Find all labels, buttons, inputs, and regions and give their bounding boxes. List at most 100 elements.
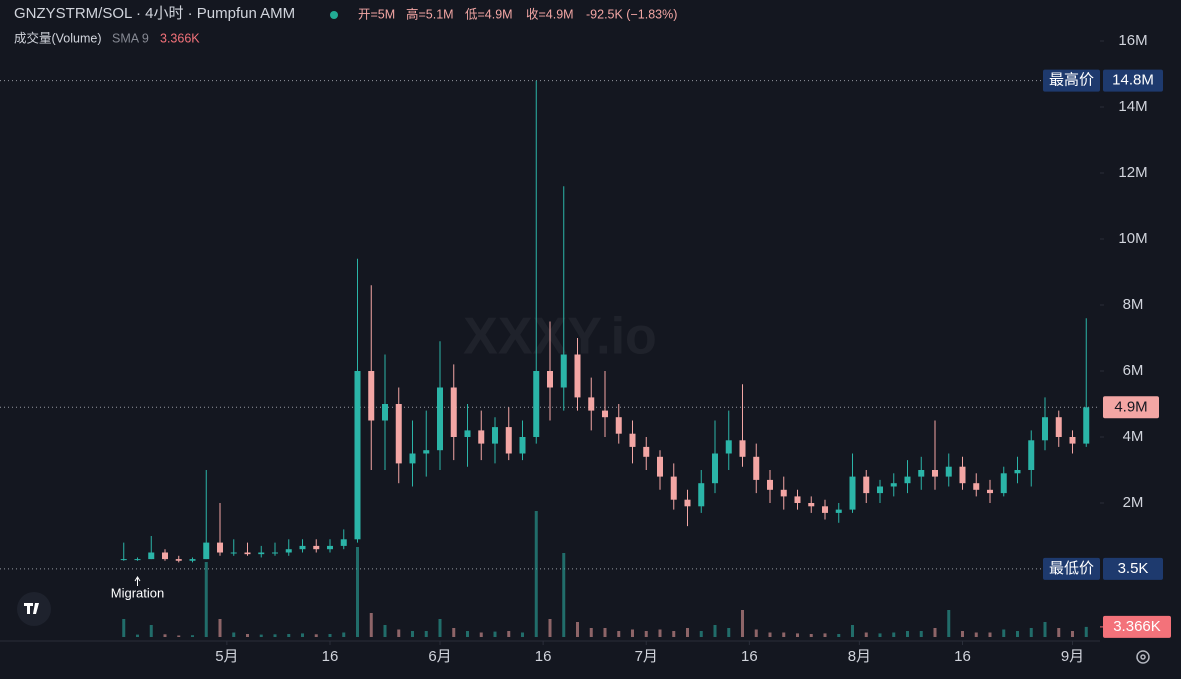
- y-tick-label: 12M: [1118, 164, 1147, 181]
- candle-body: [822, 506, 828, 513]
- candle-body: [863, 476, 870, 494]
- candle-body: [753, 456, 760, 480]
- x-tick-label: 6月: [428, 648, 451, 665]
- candle-body: [1000, 473, 1007, 494]
- tv-logo: [17, 592, 51, 626]
- volume-bar: [864, 632, 868, 637]
- volume-bar: [301, 633, 304, 637]
- volume-bar: [933, 628, 937, 637]
- ohlc-open: 开=5M: [358, 7, 395, 21]
- volume-value: 3.366K: [160, 31, 200, 45]
- volume-bar: [782, 632, 786, 637]
- candle-body: [533, 371, 540, 437]
- candle-body: [877, 486, 883, 494]
- candle-body: [560, 354, 567, 388]
- candle-body: [203, 542, 210, 560]
- candle-body: [368, 371, 375, 421]
- x-tick-label: 7月: [635, 648, 658, 665]
- last-price-label: 4.9M: [1114, 398, 1147, 415]
- volume-bar: [479, 632, 483, 637]
- volume-bar: [713, 625, 717, 637]
- candle-body: [134, 559, 141, 561]
- volume-bar: [947, 610, 951, 637]
- price-line-label: 最低价: [1049, 560, 1094, 577]
- candle-body: [698, 483, 705, 507]
- candle-body: [272, 552, 278, 554]
- x-tick-label: 5月: [215, 648, 238, 665]
- volume-bar: [741, 610, 744, 637]
- candle-body: [1028, 440, 1035, 470]
- candle-body: [739, 440, 746, 457]
- y-tick-label: 10M: [1118, 230, 1147, 247]
- candle-body: [615, 417, 622, 434]
- candle-body: [313, 545, 320, 550]
- candle-body: [1069, 437, 1076, 444]
- settings-icon[interactable]: [1136, 650, 1150, 664]
- annotation: Migration: [111, 585, 164, 600]
- candle-body: [684, 499, 691, 507]
- candle-body: [794, 496, 801, 503]
- ohlc-close: 收=4.9M: [526, 7, 574, 21]
- volume-bar: [754, 629, 758, 637]
- annotation-arrow: [134, 576, 141, 586]
- candle-body: [918, 470, 925, 477]
- price-line-label-box: [1043, 557, 1100, 580]
- volume-bar: [273, 634, 277, 637]
- volume-bar: [617, 631, 621, 637]
- candle-body: [987, 489, 993, 494]
- x-tick-label: 16: [322, 648, 339, 665]
- candle-body: [492, 427, 498, 444]
- volume-bar: [809, 634, 813, 637]
- candle-body: [629, 433, 636, 447]
- candle-body: [450, 387, 457, 437]
- volume-bar: [1084, 626, 1088, 637]
- volume-bar: [823, 633, 827, 637]
- y-tick-label: 4M: [1123, 428, 1144, 445]
- candle-body: [505, 427, 512, 454]
- volume-bar: [356, 547, 359, 637]
- candle-body: [395, 404, 402, 464]
- volume-bar: [424, 631, 428, 637]
- candle-body: [945, 466, 952, 477]
- candle-body: [574, 354, 581, 398]
- volume-bar: [548, 619, 552, 637]
- candle-body: [382, 404, 388, 421]
- last-volume-label: 3.366K: [1113, 618, 1161, 635]
- volume-bar: [218, 619, 222, 637]
- candle-body: [340, 539, 347, 546]
- candle-body: [767, 479, 773, 490]
- candle-body: [148, 552, 155, 560]
- candle-body: [808, 503, 815, 507]
- candle-body: [230, 552, 237, 554]
- candle-body: [835, 509, 842, 513]
- candle-body: [904, 476, 911, 484]
- y-tick-label: 6M: [1123, 362, 1144, 379]
- volume-bar: [562, 553, 566, 637]
- candle-body: [1014, 470, 1021, 474]
- volume-bar: [631, 629, 634, 637]
- volume-bar: [699, 631, 703, 637]
- x-tick-label: 16: [954, 648, 971, 665]
- candle-body: [643, 446, 650, 457]
- candle-body: [409, 453, 416, 464]
- volume-bar: [397, 629, 401, 637]
- candle-body: [189, 559, 196, 561]
- watermark: XXXY.io: [463, 308, 657, 366]
- candle-body: [932, 470, 938, 477]
- volume-bar: [191, 635, 194, 637]
- ohlc-high: 高=5.1M: [406, 6, 454, 21]
- volume-label: 成交量(Volume): [14, 30, 102, 45]
- volume-bar: [507, 631, 511, 637]
- candle-body: [299, 545, 306, 550]
- price-line-value: 3.5K: [1118, 560, 1149, 577]
- candle-body: [175, 559, 182, 561]
- candle-body: [1055, 417, 1062, 437]
- candle-body: [1042, 417, 1048, 441]
- y-tick-label: 8M: [1123, 296, 1144, 313]
- candles: [120, 80, 1090, 637]
- volume-bar: [727, 628, 731, 637]
- candle-body: [588, 397, 595, 411]
- volume-bar: [149, 625, 153, 637]
